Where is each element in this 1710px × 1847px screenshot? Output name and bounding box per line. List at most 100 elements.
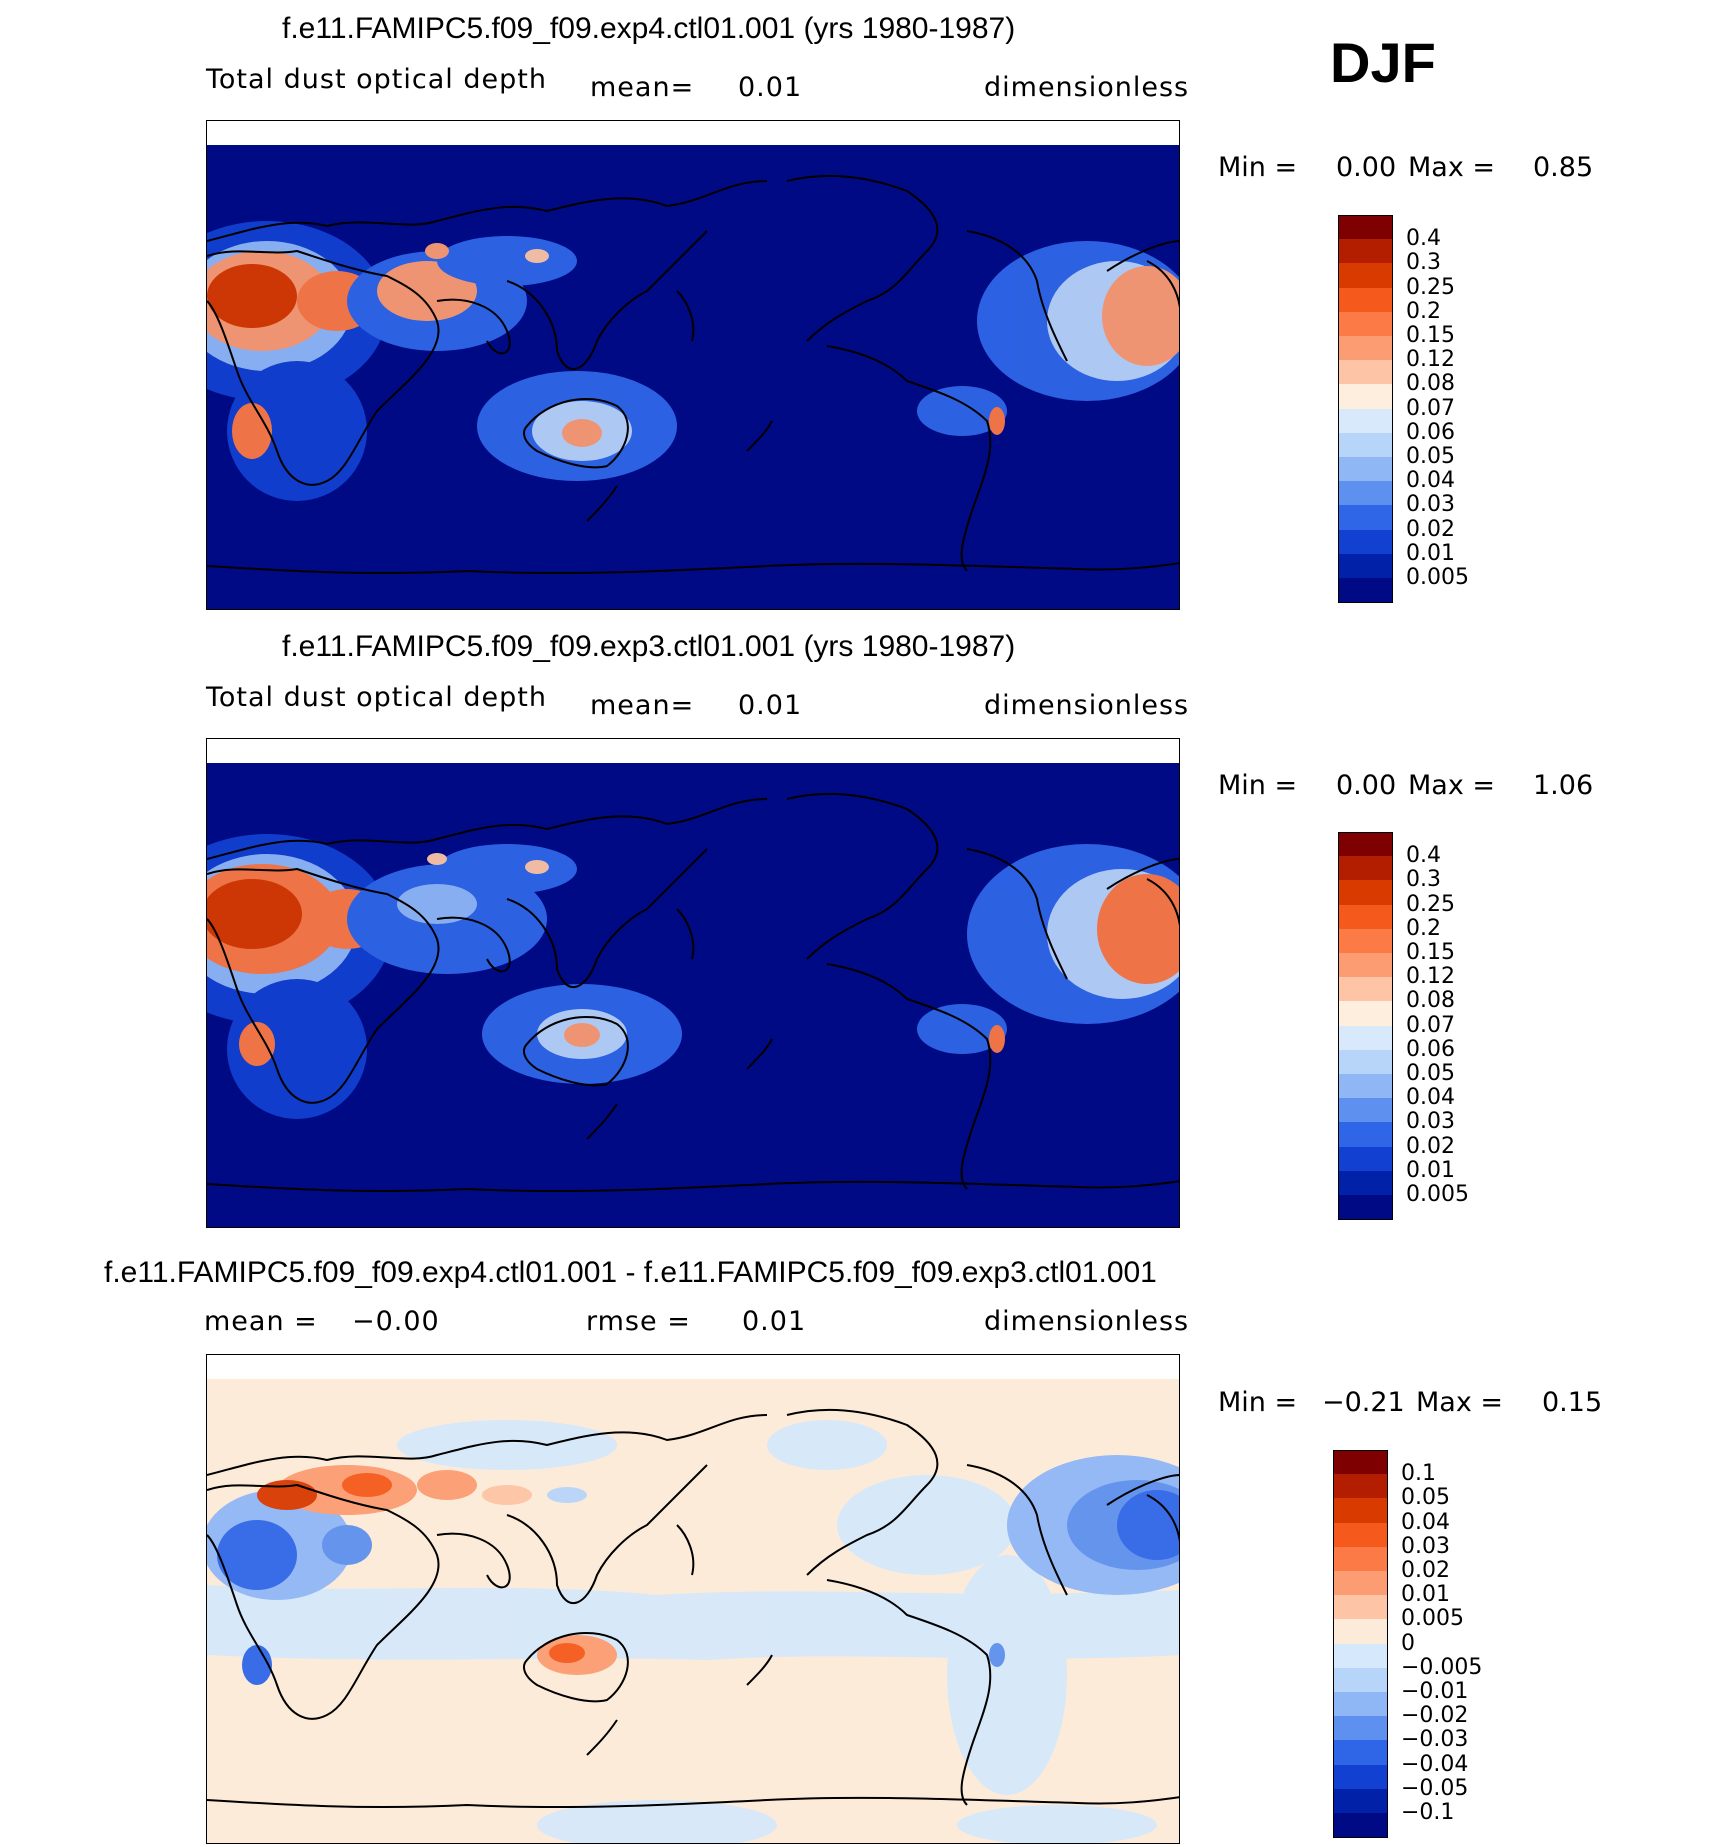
panel-3-colorbar: 0.1 0.05 0.04 0.03 0.02 0.01 0.005 0 −0.005 −0.01… (1333, 1450, 1482, 1839)
panel-2-max-value: 1.06 (1533, 770, 1594, 801)
panel-2-max-label: Max = (1408, 770, 1496, 801)
colorbar-label: 0.05 (1401, 1485, 1450, 1511)
colorbar-swatch (1338, 1098, 1393, 1124)
panel-1-mean-label: mean= (590, 72, 695, 103)
colorbar-label: 0.01 (1401, 1582, 1450, 1608)
colorbar-label: 0.3 (1406, 867, 1441, 893)
colorbar-swatch (1333, 1619, 1388, 1645)
panel-3-mean-label: mean = (204, 1306, 318, 1337)
colorbar-swatch (1333, 1764, 1388, 1790)
colorbar-label: 0.1 (1401, 1461, 1436, 1487)
colorbar-label: 0.4 (1406, 226, 1441, 252)
colorbar-swatch (1338, 977, 1393, 1003)
panel-2-colorbar: 0.4 0.3 0.25 0.2 0.15 0.12 0.08 0.07 0.06 0.05 0.0… (1338, 832, 1469, 1221)
colorbar-swatch (1338, 360, 1393, 386)
panel-3-title: f.e11.FAMIPC5.f09_f09.exp4.ctl01.001 - f… (104, 1256, 1157, 1289)
panel-1-min-label: Min = (1218, 152, 1298, 183)
panel-2-variable: Total dust optical depth (206, 682, 547, 713)
colorbar-label: 0.07 (1406, 395, 1455, 421)
panel-2-units: dimensionless (984, 690, 1190, 721)
colorbar-swatch (1338, 1001, 1393, 1027)
colorbar-label: 0.07 (1406, 1012, 1455, 1038)
colorbar-swatch (1338, 880, 1393, 906)
colorbar-swatch (1333, 1788, 1388, 1814)
panel-1-max-label: Max = (1408, 152, 1496, 183)
colorbar-swatch (1333, 1740, 1388, 1766)
panel-1-max-value: 0.85 (1533, 152, 1594, 183)
colorbar-label: 0.04 (1406, 468, 1455, 494)
colorbar-swatch (1338, 856, 1393, 882)
panel-3-max-label: Max = (1416, 1387, 1504, 1418)
panel-2-map (206, 738, 1180, 1228)
colorbar-swatch (1338, 336, 1393, 362)
panel-1-map-graphic (207, 145, 1179, 609)
colorbar-swatch (1333, 1522, 1388, 1548)
colorbar-label: −0.1 (1401, 1800, 1455, 1825)
colorbar-label: 0.04 (1406, 1085, 1455, 1111)
colorbar-swatch (1338, 529, 1393, 555)
colorbar-label: 0.12 (1406, 964, 1455, 990)
colorbar-swatch (1338, 215, 1393, 241)
panel-2-title: f.e11.FAMIPC5.f09_f09.exp3.ctl01.001 (yr… (282, 630, 1016, 663)
colorbar-label: 0.005 (1406, 565, 1469, 590)
colorbar-label: 0.4 (1406, 843, 1441, 869)
colorbar-swatch (1338, 1074, 1393, 1100)
colorbar-swatch (1338, 311, 1393, 337)
colorbar-label: 0.25 (1406, 274, 1455, 300)
panel-2-mean-label: mean= (590, 690, 695, 721)
panel-2-min-value: 0.00 (1336, 770, 1397, 801)
colorbar-label: 0.005 (1401, 1606, 1464, 1632)
panel-3-units: dimensionless (984, 1306, 1190, 1337)
colorbar-swatch (1338, 1025, 1393, 1051)
panel-1-mean-value: 0.01 (738, 72, 803, 103)
season-label: DJF (1330, 31, 1436, 94)
colorbar-swatch (1333, 1813, 1388, 1839)
colorbar-label: 0 (1401, 1630, 1415, 1656)
colorbar-swatch (1338, 384, 1393, 410)
colorbar-swatch (1338, 928, 1393, 954)
colorbar-swatch (1338, 578, 1393, 604)
panel-1-variable: Total dust optical depth (206, 64, 547, 95)
colorbar-label: −0.005 (1401, 1654, 1483, 1680)
colorbar-label: 0.02 (1406, 1133, 1455, 1159)
colorbar-label: 0.04 (1401, 1509, 1450, 1535)
colorbar-label: −0.05 (1401, 1775, 1469, 1801)
colorbar-label: −0.01 (1401, 1679, 1469, 1704)
colorbar-label: 0.02 (1401, 1558, 1450, 1583)
panel-2-min-label: Min = (1218, 770, 1298, 801)
colorbar-swatch (1338, 287, 1393, 313)
colorbar-label: 0.15 (1406, 323, 1455, 348)
colorbar-label: 0.3 (1406, 250, 1441, 276)
colorbar-label: −0.02 (1401, 1703, 1469, 1729)
colorbar-label: 0.25 (1406, 891, 1455, 917)
colorbar-swatch (1338, 457, 1393, 483)
colorbar-swatch (1338, 1049, 1393, 1075)
panel-1-title: f.e11.FAMIPC5.f09_f09.exp4.ctl01.001 (yr… (282, 12, 1016, 45)
colorbar-swatch (1338, 1170, 1393, 1196)
panel-3-map (206, 1354, 1180, 1844)
panel-3-mean-value: −0.00 (352, 1306, 440, 1337)
colorbar-label: 0.01 (1406, 540, 1455, 566)
colorbar-swatch (1338, 432, 1393, 458)
colorbar-label: 0.15 (1406, 940, 1455, 965)
panel-1-colorbar: 0.4 0.3 0.25 0.2 0.15 0.12 0.08 0.07 0.06 0.05 0.0… (1338, 215, 1469, 604)
panel-3-min-label: Min = (1218, 1387, 1298, 1418)
colorbar-label: 0.2 (1406, 915, 1441, 941)
colorbar-label: 0.05 (1406, 1061, 1455, 1086)
panel-3-map-graphic (207, 1379, 1179, 1843)
colorbar-swatch (1333, 1643, 1388, 1669)
colorbar-label: 0.08 (1406, 371, 1455, 397)
panel-1-map (206, 120, 1180, 610)
colorbar-swatch (1338, 239, 1393, 265)
colorbar-label: 0.08 (1406, 988, 1455, 1014)
panel-2-map-graphic (207, 763, 1179, 1227)
colorbar-swatch (1338, 1146, 1393, 1172)
colorbar-swatch (1338, 408, 1393, 434)
colorbar-swatch (1338, 832, 1393, 858)
colorbar-label: 0.01 (1406, 1157, 1455, 1183)
colorbar-label: 0.02 (1406, 516, 1455, 542)
colorbar-swatch (1338, 904, 1393, 930)
colorbar-swatch (1338, 1122, 1393, 1148)
colorbar-swatch (1338, 953, 1393, 979)
colorbar-label: 0.2 (1406, 298, 1441, 324)
